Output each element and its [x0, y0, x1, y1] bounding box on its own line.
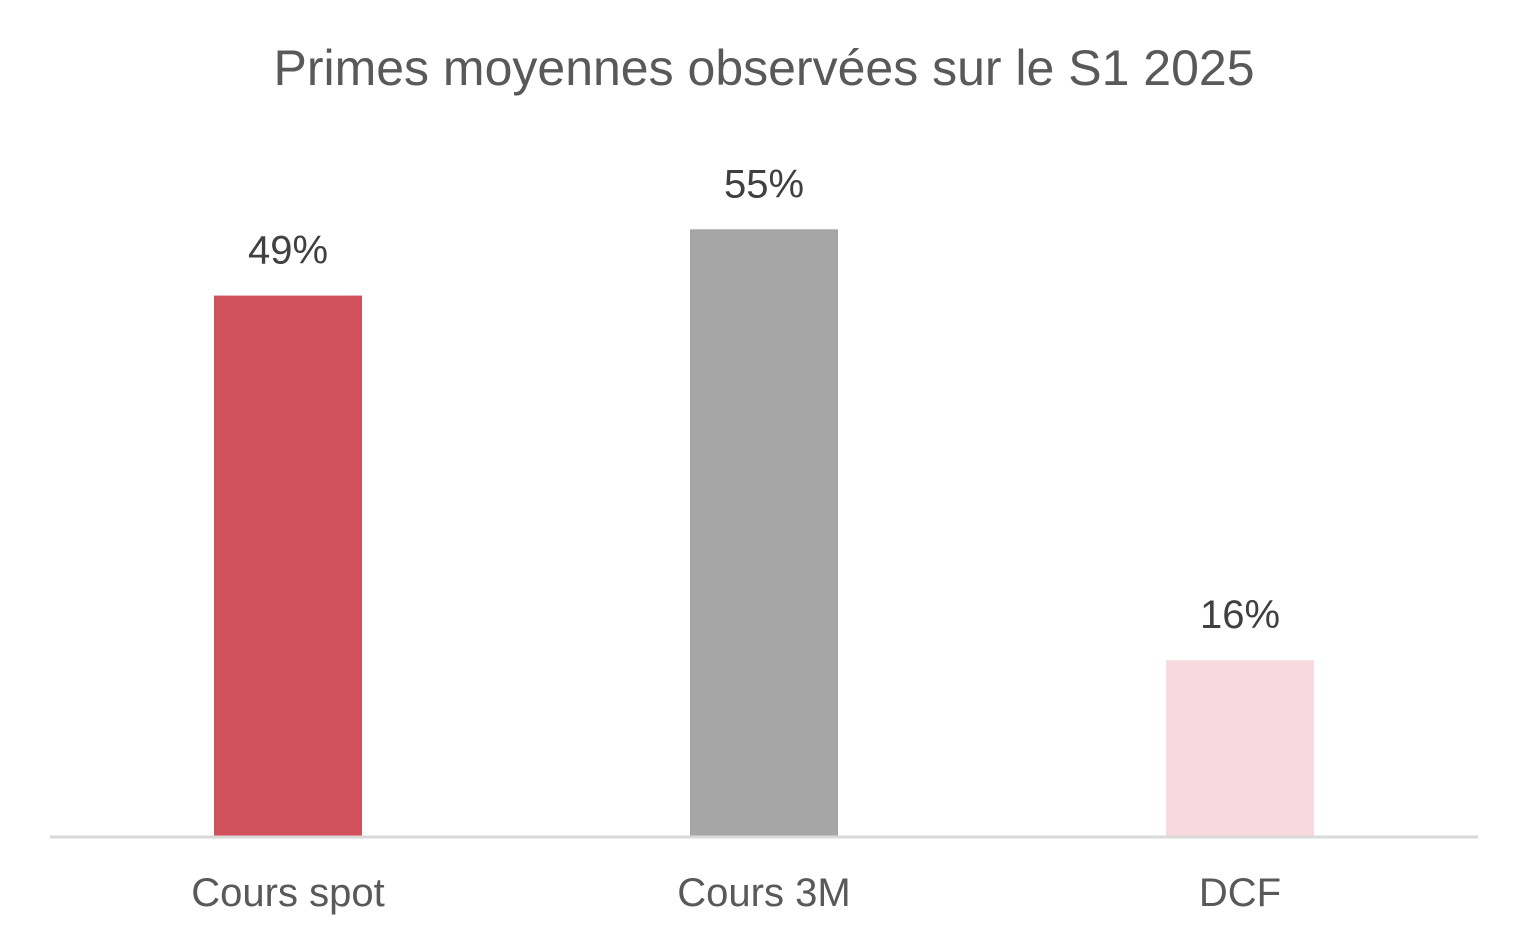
chart-title: Primes moyennes observées sur le S1 2025 — [273, 40, 1255, 96]
x-tick-label-cours-3m: Cours 3M — [677, 871, 850, 915]
bar-dcf — [1166, 660, 1314, 837]
bar-cours-spot — [214, 295, 362, 837]
bar-cours-3m — [690, 229, 838, 838]
data-label-cours-3m: 55% — [724, 162, 804, 206]
x-tick-label-cours-spot: Cours spot — [191, 871, 384, 915]
x-tick-label-dcf: DCF — [1199, 871, 1281, 915]
data-label-dcf: 16% — [1200, 593, 1280, 637]
data-label-cours-spot: 49% — [248, 229, 328, 273]
